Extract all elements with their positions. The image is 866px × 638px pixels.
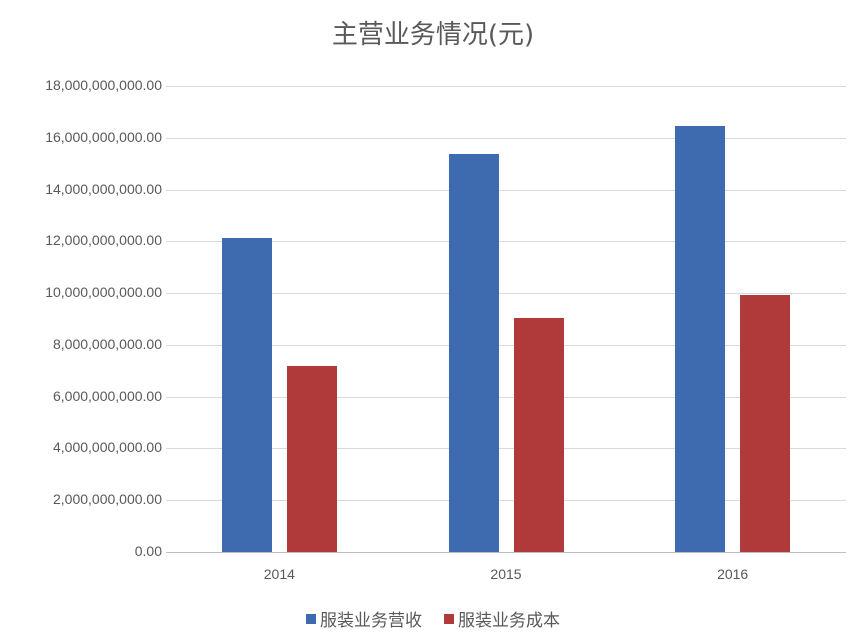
x-tick-label: 2016 [717, 566, 749, 582]
y-tick-label: 10,000,000,000.00 [45, 284, 162, 301]
bar-2016-revenue[interactable] [675, 126, 726, 552]
y-tick-label: 2,000,000,000.00 [53, 491, 162, 508]
legend-item-revenue[interactable]: 服装业务营收 [306, 606, 422, 631]
gridline [166, 500, 846, 502]
gridline [166, 344, 846, 346]
legend: 服装业务营收 服装业务成本 [0, 606, 866, 631]
legend-swatch-cost [444, 613, 454, 624]
legend-swatch-revenue [306, 613, 316, 624]
legend-label-cost: 服装业务成本 [458, 611, 560, 631]
y-tick-label: 0.00 [134, 543, 162, 559]
x-tick-label: 2014 [263, 566, 295, 582]
x-tick-label: 2015 [490, 566, 522, 582]
chart-title: 主营业务情况(元) [331, 20, 535, 50]
bar-2014-revenue[interactable] [221, 238, 272, 552]
y-tick-label: 6,000,000,000.00 [53, 387, 162, 404]
y-tick-label: 16,000,000,000.00 [45, 128, 162, 145]
bar-2014-cost[interactable] [286, 365, 337, 552]
gridline [166, 86, 846, 87]
legend-label-revenue: 服装业务营收 [320, 611, 422, 631]
legend-item-cost[interactable]: 服装业务成本 [444, 606, 560, 631]
gridline [166, 137, 846, 139]
gridline [166, 189, 846, 191]
y-tick-label: 14,000,000,000.00 [45, 180, 162, 197]
bar-2015-cost[interactable] [513, 318, 564, 552]
gridline [166, 396, 846, 398]
x-axis-line [166, 552, 846, 553]
gridline [166, 448, 846, 450]
gridline [166, 293, 846, 295]
bar-2016-cost[interactable] [740, 295, 791, 552]
y-tick-label: 8,000,000,000.00 [53, 335, 162, 352]
bar-2015-revenue[interactable] [448, 154, 499, 552]
y-tick-label: 4,000,000,000.00 [53, 439, 162, 456]
plot-area [166, 86, 846, 553]
y-tick-label: 18,000,000,000.00 [45, 77, 162, 93]
y-tick-label: 12,000,000,000.00 [45, 232, 162, 249]
gridline [166, 241, 846, 243]
